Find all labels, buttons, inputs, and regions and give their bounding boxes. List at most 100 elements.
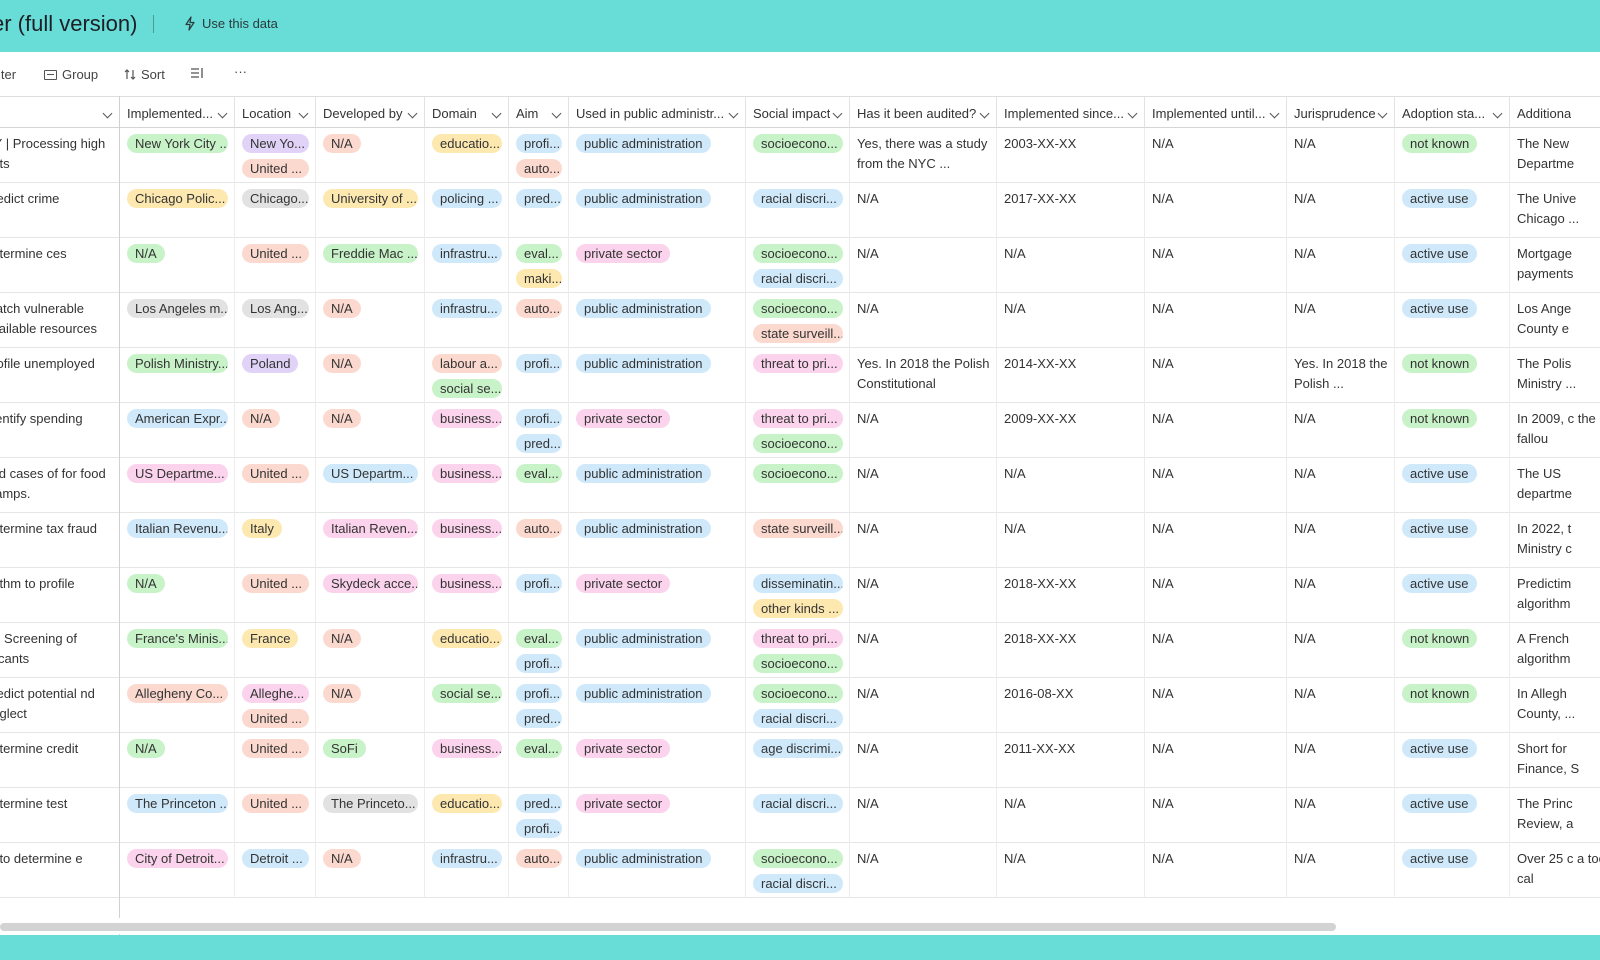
cell-audited[interactable]: N/A	[850, 293, 997, 348]
cell-location[interactable]: Los Ang...	[235, 293, 316, 348]
cell-implemented-since[interactable]: 2011-XX-XX	[997, 733, 1145, 788]
cell-social-impact[interactable]: age discrimi...	[746, 733, 850, 788]
cell-used-in-public-administration[interactable]: private sector	[569, 733, 746, 788]
cell-used-in-public-administration[interactable]: private sector	[569, 403, 746, 458]
cell-used-in-public-administration[interactable]: public administration	[569, 293, 746, 348]
cell-adoption-status[interactable]: active use	[1395, 458, 1510, 513]
cell-audited[interactable]: Yes. In 2018 the Polish Constitutional T…	[850, 348, 997, 403]
table-row[interactable]: determine ces N/A United ... Freddie Mac ..…	[0, 238, 1600, 293]
row-height-button[interactable]	[190, 67, 204, 79]
cell-implemented-by[interactable]: City of Detroit...	[120, 843, 235, 898]
cell-developed-by[interactable]: N/A	[316, 678, 425, 733]
cell-adoption-status[interactable]: active use	[1395, 183, 1510, 238]
cell-adoption-status[interactable]: active use	[1395, 513, 1510, 568]
cell-audited[interactable]: N/A	[850, 458, 997, 513]
chevron-down-icon[interactable]	[491, 108, 502, 119]
cell-implemented-until[interactable]: N/A	[1145, 568, 1287, 623]
cell-developed-by[interactable]: The Princeto...	[316, 788, 425, 843]
cell-additional-notes[interactable]: The Princ Review, a	[1510, 788, 1600, 843]
cell-jurisprudence[interactable]: N/A	[1287, 183, 1395, 238]
cell-developed-by[interactable]: US Departm...	[316, 458, 425, 513]
cell-aim[interactable]: eval...	[509, 733, 569, 788]
cell-audited[interactable]: N/A	[850, 403, 997, 458]
cell-aim[interactable]: auto...	[509, 843, 569, 898]
table-row[interactable]: determine test The Princeton ... United ..…	[0, 788, 1600, 843]
cell-implemented-since[interactable]: 2009-XX-XX	[997, 403, 1145, 458]
cell-implemented-until[interactable]: N/A	[1145, 128, 1287, 183]
cell-aim[interactable]: eval... maki...	[509, 238, 569, 293]
table-row[interactable]: determine credit N/A United ... SoFi busines…	[0, 733, 1600, 788]
cell-implemented-until[interactable]: N/A	[1145, 513, 1287, 568]
cell-aim[interactable]: eval...	[509, 458, 569, 513]
cell-developed-by[interactable]: Italian Reven...	[316, 513, 425, 568]
cell-audited[interactable]: N/A	[850, 623, 997, 678]
cell-implemented-since[interactable]: 2018-XX-XX	[997, 623, 1145, 678]
cell-additional-notes[interactable]: The Polis Ministry ...	[1510, 348, 1600, 403]
column-header-implemented-until[interactable]: Implemented until...	[1145, 96, 1287, 128]
cell-location[interactable]: Detroit ...	[235, 843, 316, 898]
filter-button[interactable]: lter	[0, 67, 16, 82]
cell-implemented-by[interactable]: US Departme...	[120, 458, 235, 513]
cell-used-in-public-administration[interactable]: public administration	[569, 678, 746, 733]
cell-social-impact[interactable]: threat to pri...	[746, 348, 850, 403]
cell-social-impact[interactable]: state surveill...	[746, 513, 850, 568]
cell-used-in-public-administration[interactable]: public administration	[569, 623, 746, 678]
table-row[interactable]: predict crime Chicago Polic... Chicago... U…	[0, 183, 1600, 238]
cell-location[interactable]: N/A	[235, 403, 316, 458]
cell-domain[interactable]: infrastru...	[425, 843, 509, 898]
cell-used-in-public-administration[interactable]: public administration	[569, 348, 746, 403]
use-this-data-button[interactable]: Use this data	[184, 16, 278, 31]
cell-name[interactable]: match vulnerable available resources	[0, 293, 120, 348]
cell-location[interactable]: Poland	[235, 348, 316, 403]
cell-social-impact[interactable]: threat to pri... socioecono...	[746, 623, 850, 678]
cell-name[interactable]: determine tax fraud	[0, 513, 120, 568]
cell-implemented-by[interactable]: Allegheny Co...	[120, 678, 235, 733]
cell-domain[interactable]: social se...	[425, 678, 509, 733]
cell-aim[interactable]: auto...	[509, 513, 569, 568]
cell-jurisprudence[interactable]: N/A	[1287, 128, 1395, 183]
cell-developed-by[interactable]: N/A	[316, 348, 425, 403]
cell-adoption-status[interactable]: active use	[1395, 293, 1510, 348]
cell-implemented-until[interactable]: N/A	[1145, 183, 1287, 238]
cell-implemented-by[interactable]: Polish Ministry...	[120, 348, 235, 403]
table-row[interactable]: m to determine e City of Detroit... Detroi…	[0, 843, 1600, 898]
cell-additional-notes[interactable]: Predictim algorithm	[1510, 568, 1600, 623]
cell-adoption-status[interactable]: not known	[1395, 623, 1510, 678]
cell-jurisprudence[interactable]: N/A	[1287, 513, 1395, 568]
cell-developed-by[interactable]: Freddie Mac ...	[316, 238, 425, 293]
column-header-used-in-public-administration[interactable]: Used in public administr...	[569, 96, 746, 128]
cell-additional-notes[interactable]: Short for Finance, S	[1510, 733, 1600, 788]
cell-jurisprudence[interactable]: N/A	[1287, 403, 1395, 458]
column-header-adoption-status[interactable]: Adoption sta...	[1395, 96, 1510, 128]
column-header-domain[interactable]: Domain	[425, 96, 509, 128]
cell-audited[interactable]: Yes, there was a study from the NYC ...	[850, 128, 997, 183]
cell-implemented-since[interactable]: 2003-XX-XX	[997, 128, 1145, 183]
chevron-down-icon[interactable]	[298, 108, 309, 119]
chevron-down-icon[interactable]	[1127, 108, 1138, 119]
cell-additional-notes[interactable]: The Unive Chicago ...	[1510, 183, 1600, 238]
chevron-down-icon[interactable]	[1377, 108, 1388, 119]
cell-social-impact[interactable]: socioecono...	[746, 458, 850, 513]
cell-audited[interactable]: N/A	[850, 788, 997, 843]
chevron-down-icon[interactable]	[1492, 108, 1503, 119]
cell-aim[interactable]: pred...	[509, 183, 569, 238]
cell-adoption-status[interactable]: not known	[1395, 678, 1510, 733]
cell-used-in-public-administration[interactable]: public administration	[569, 513, 746, 568]
chevron-down-icon[interactable]	[102, 108, 113, 119]
cell-adoption-status[interactable]: not known	[1395, 348, 1510, 403]
cell-domain[interactable]: business...	[425, 513, 509, 568]
cell-adoption-status[interactable]: not known	[1395, 128, 1510, 183]
cell-domain[interactable]: business...	[425, 568, 509, 623]
cell-jurisprudence[interactable]: N/A	[1287, 293, 1395, 348]
more-options-button[interactable]: ···	[234, 64, 247, 79]
cell-social-impact[interactable]: disseminatin... other kinds ...	[746, 568, 850, 623]
cell-developed-by[interactable]: N/A	[316, 128, 425, 183]
cell-developed-by[interactable]: SoFi	[316, 733, 425, 788]
chevron-down-icon[interactable]	[551, 108, 562, 119]
cell-social-impact[interactable]: socioecono... state surveill...	[746, 293, 850, 348]
cell-social-impact[interactable]: racial discri...	[746, 788, 850, 843]
cell-additional-notes[interactable]: In Allegh County, ...	[1510, 678, 1600, 733]
column-header-aim[interactable]: Aim	[509, 96, 569, 128]
cell-implemented-by[interactable]: Los Angeles m...	[120, 293, 235, 348]
cell-aim[interactable]: profi... pred...	[509, 678, 569, 733]
